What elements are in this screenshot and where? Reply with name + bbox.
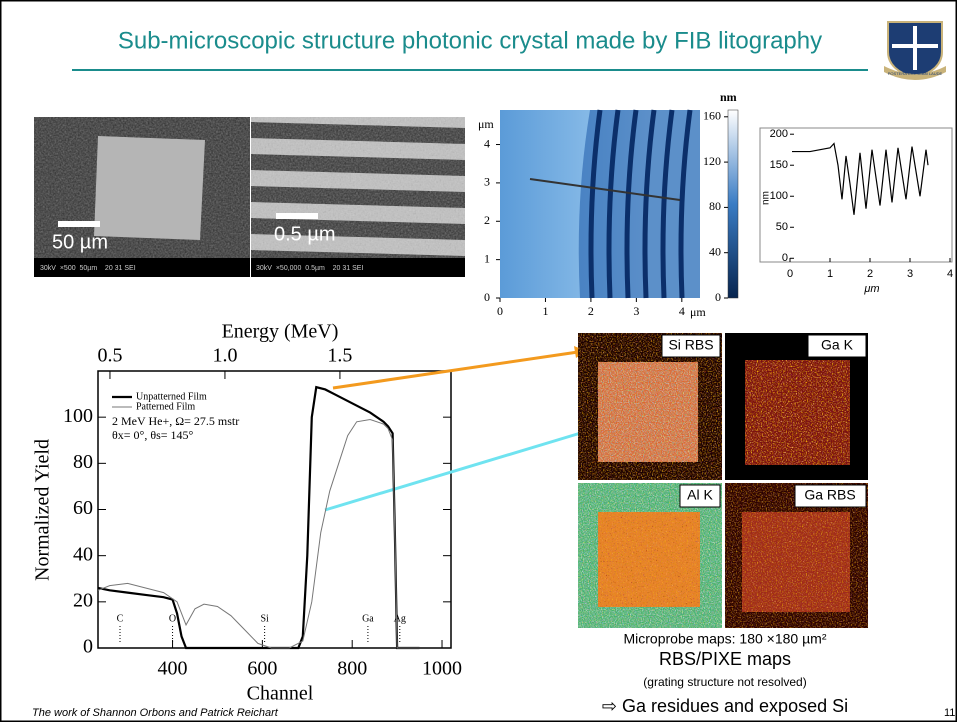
map: Si RBS bbox=[578, 333, 722, 480]
element-label: Si bbox=[260, 613, 269, 624]
y-tick-label: 3 bbox=[484, 175, 490, 189]
y-tick-label: 1 bbox=[484, 251, 490, 265]
y-tick-label: 80 bbox=[73, 451, 93, 473]
logo: POSTERA CRESCAM LAUDE bbox=[884, 22, 946, 80]
y-tick-label: 0 bbox=[484, 290, 490, 304]
sem-image: 0.5 µm 30kV ×50,000 0.5µm 20 31 SEI bbox=[251, 117, 465, 277]
profile-xlabel: μm bbox=[863, 283, 879, 295]
element-label: Ga bbox=[362, 613, 374, 624]
afm-x-unit: μm bbox=[690, 305, 706, 319]
x-tick-label: 800 bbox=[337, 658, 367, 680]
map-note: (grating structure not resolved) bbox=[643, 675, 806, 689]
y-tick-label: 150 bbox=[770, 159, 788, 171]
rbs-xlabel: Channel bbox=[247, 683, 314, 705]
x-tick-label: 600 bbox=[247, 658, 277, 680]
energy-tick-label: 0.5 bbox=[97, 345, 122, 367]
map: Ga RBS bbox=[725, 483, 868, 628]
map-label: Ga RBS bbox=[804, 487, 855, 503]
x-tick-label: 1 bbox=[827, 268, 833, 280]
x-tick-label: 400 bbox=[158, 658, 188, 680]
map-label: Si RBS bbox=[668, 337, 713, 353]
legend-label: Patterned Film bbox=[136, 401, 195, 412]
credit: The work of Shannon Orbons and Patrick R… bbox=[32, 707, 279, 719]
afm-y-unit: μm bbox=[478, 117, 494, 131]
scale-label: 50 µm bbox=[52, 231, 108, 253]
x-tick-label: 4 bbox=[947, 268, 953, 280]
rbs-condition: 2 MeV He+, Ω= 27.5 mstr bbox=[112, 414, 239, 428]
slide: Sub-microscopic structure photonic cryst… bbox=[0, 0, 957, 722]
colorbar-tick-label: 40 bbox=[709, 244, 721, 258]
x-tick-label: 3 bbox=[907, 268, 913, 280]
x-tick-label: 0 bbox=[497, 304, 503, 318]
y-tick-label: 60 bbox=[73, 497, 93, 519]
page-number: 11 bbox=[944, 707, 955, 719]
rbs-condition: θx= 0°, θs= 145° bbox=[112, 428, 194, 442]
map-label: Ga K bbox=[821, 337, 854, 353]
colorbar-tick-label: 120 bbox=[703, 154, 721, 168]
y-tick-label: 2 bbox=[484, 213, 490, 227]
x-tick-label: 2 bbox=[588, 304, 594, 318]
y-tick-label: 40 bbox=[73, 543, 93, 565]
map-caption: Microprobe maps: 180 ×180 µm² bbox=[624, 631, 827, 647]
y-tick-label: 100 bbox=[63, 405, 93, 427]
colorbar-tick-label: 0 bbox=[715, 290, 721, 304]
conclusion: ⇨ Ga residues and exposed Si bbox=[602, 696, 848, 716]
arrow bbox=[333, 352, 578, 388]
sem-info: 30kV ×500 50µm 20 31 SEI bbox=[40, 265, 136, 272]
energy-tick-label: 1.5 bbox=[327, 345, 352, 367]
x-tick-label: 2 bbox=[867, 268, 873, 280]
y-tick-label: 4 bbox=[484, 136, 490, 150]
x-tick-label: 1000 bbox=[422, 658, 462, 680]
x-tick-label: 0 bbox=[787, 268, 793, 280]
element-label: O bbox=[169, 613, 176, 624]
energy-tick-label: 1.0 bbox=[212, 345, 237, 367]
map-title: RBS/PIXE maps bbox=[659, 649, 791, 669]
afm-image bbox=[500, 110, 738, 298]
map-label: Al K bbox=[687, 487, 713, 503]
slide-title: Sub-microscopic structure photonic cryst… bbox=[118, 27, 822, 54]
element-label: C bbox=[117, 613, 124, 624]
colorbar-unit: nm bbox=[720, 90, 737, 104]
map: Al K bbox=[578, 483, 722, 628]
rbs-ylabel: Normalized Yield bbox=[32, 439, 54, 581]
y-tick-label: 0 bbox=[782, 252, 788, 264]
y-tick-label: 0 bbox=[83, 636, 93, 658]
logo-motto: POSTERA CRESCAM LAUDE bbox=[888, 71, 943, 76]
y-tick-label: 200 bbox=[770, 128, 788, 140]
map: Ga K bbox=[725, 333, 868, 480]
y-tick-label: 100 bbox=[770, 190, 788, 202]
rbs-top-label: Energy (MeV) bbox=[222, 321, 339, 343]
x-tick-label: 4 bbox=[679, 304, 685, 318]
scale-label: 0.5 µm bbox=[274, 223, 336, 245]
colorbar-tick-label: 160 bbox=[703, 109, 721, 123]
sem-info: 30kV ×50,000 0.5µm 20 31 SEI bbox=[256, 265, 363, 272]
x-tick-label: 3 bbox=[633, 304, 639, 318]
y-tick-label: 50 bbox=[776, 221, 788, 233]
rbs-frame bbox=[98, 371, 451, 648]
sem-image: 50 µm 30kV ×500 50µm 20 31 SEI bbox=[34, 117, 250, 277]
y-tick-label: 20 bbox=[73, 589, 93, 611]
colorbar-tick-label: 80 bbox=[709, 199, 721, 213]
x-tick-label: 1 bbox=[542, 304, 548, 318]
